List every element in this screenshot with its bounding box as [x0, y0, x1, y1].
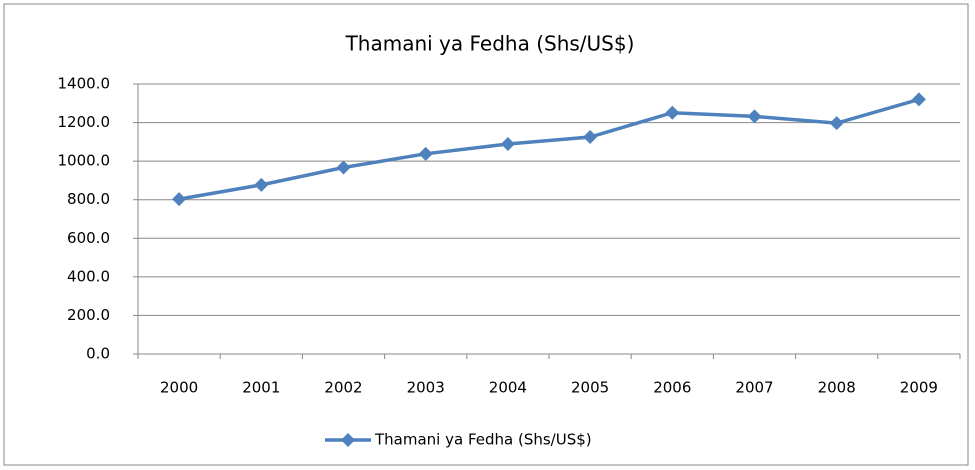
legend-marker: [341, 433, 355, 447]
y-tick-label: 800.0: [67, 190, 110, 208]
data-point: [172, 192, 187, 207]
series-line: [178, 97, 920, 201]
y-tick-label: 1200.0: [58, 113, 111, 131]
x-tick-label: 2003: [407, 379, 445, 397]
y-tick-label: 1000.0: [58, 152, 111, 170]
x-tick-label: 2004: [489, 379, 527, 397]
data-point: [254, 177, 269, 192]
chart-title: Thamani ya Fedha (Shs/US$): [345, 32, 635, 56]
x-tick-label: 2001: [242, 379, 280, 397]
data-point: [747, 109, 762, 124]
data-point: [665, 105, 680, 120]
data-point: [336, 160, 351, 175]
x-tick-label: 2007: [735, 379, 773, 397]
x-tick-label: 2008: [818, 379, 856, 397]
x-tick-label: 2009: [900, 379, 938, 397]
x-tick-label: 2000: [160, 379, 198, 397]
x-tick-label: 2006: [653, 379, 691, 397]
data-point: [583, 130, 598, 145]
y-tick-label: 1400.0: [58, 75, 111, 93]
legend-label: Thamani ya Fedha (Shs/US$): [374, 431, 592, 449]
data-point: [911, 92, 926, 107]
y-tick-label: 0.0: [86, 345, 110, 363]
x-tick-label: 2005: [571, 379, 609, 397]
data-point: [500, 136, 515, 151]
x-tick-label: 2002: [324, 379, 362, 397]
y-tick-label: 200.0: [67, 306, 110, 324]
data-point: [418, 146, 433, 161]
y-tick-label: 400.0: [67, 267, 110, 285]
y-tick-label: 600.0: [67, 229, 110, 247]
chart-frame: [3, 3, 969, 466]
data-point: [829, 116, 844, 131]
